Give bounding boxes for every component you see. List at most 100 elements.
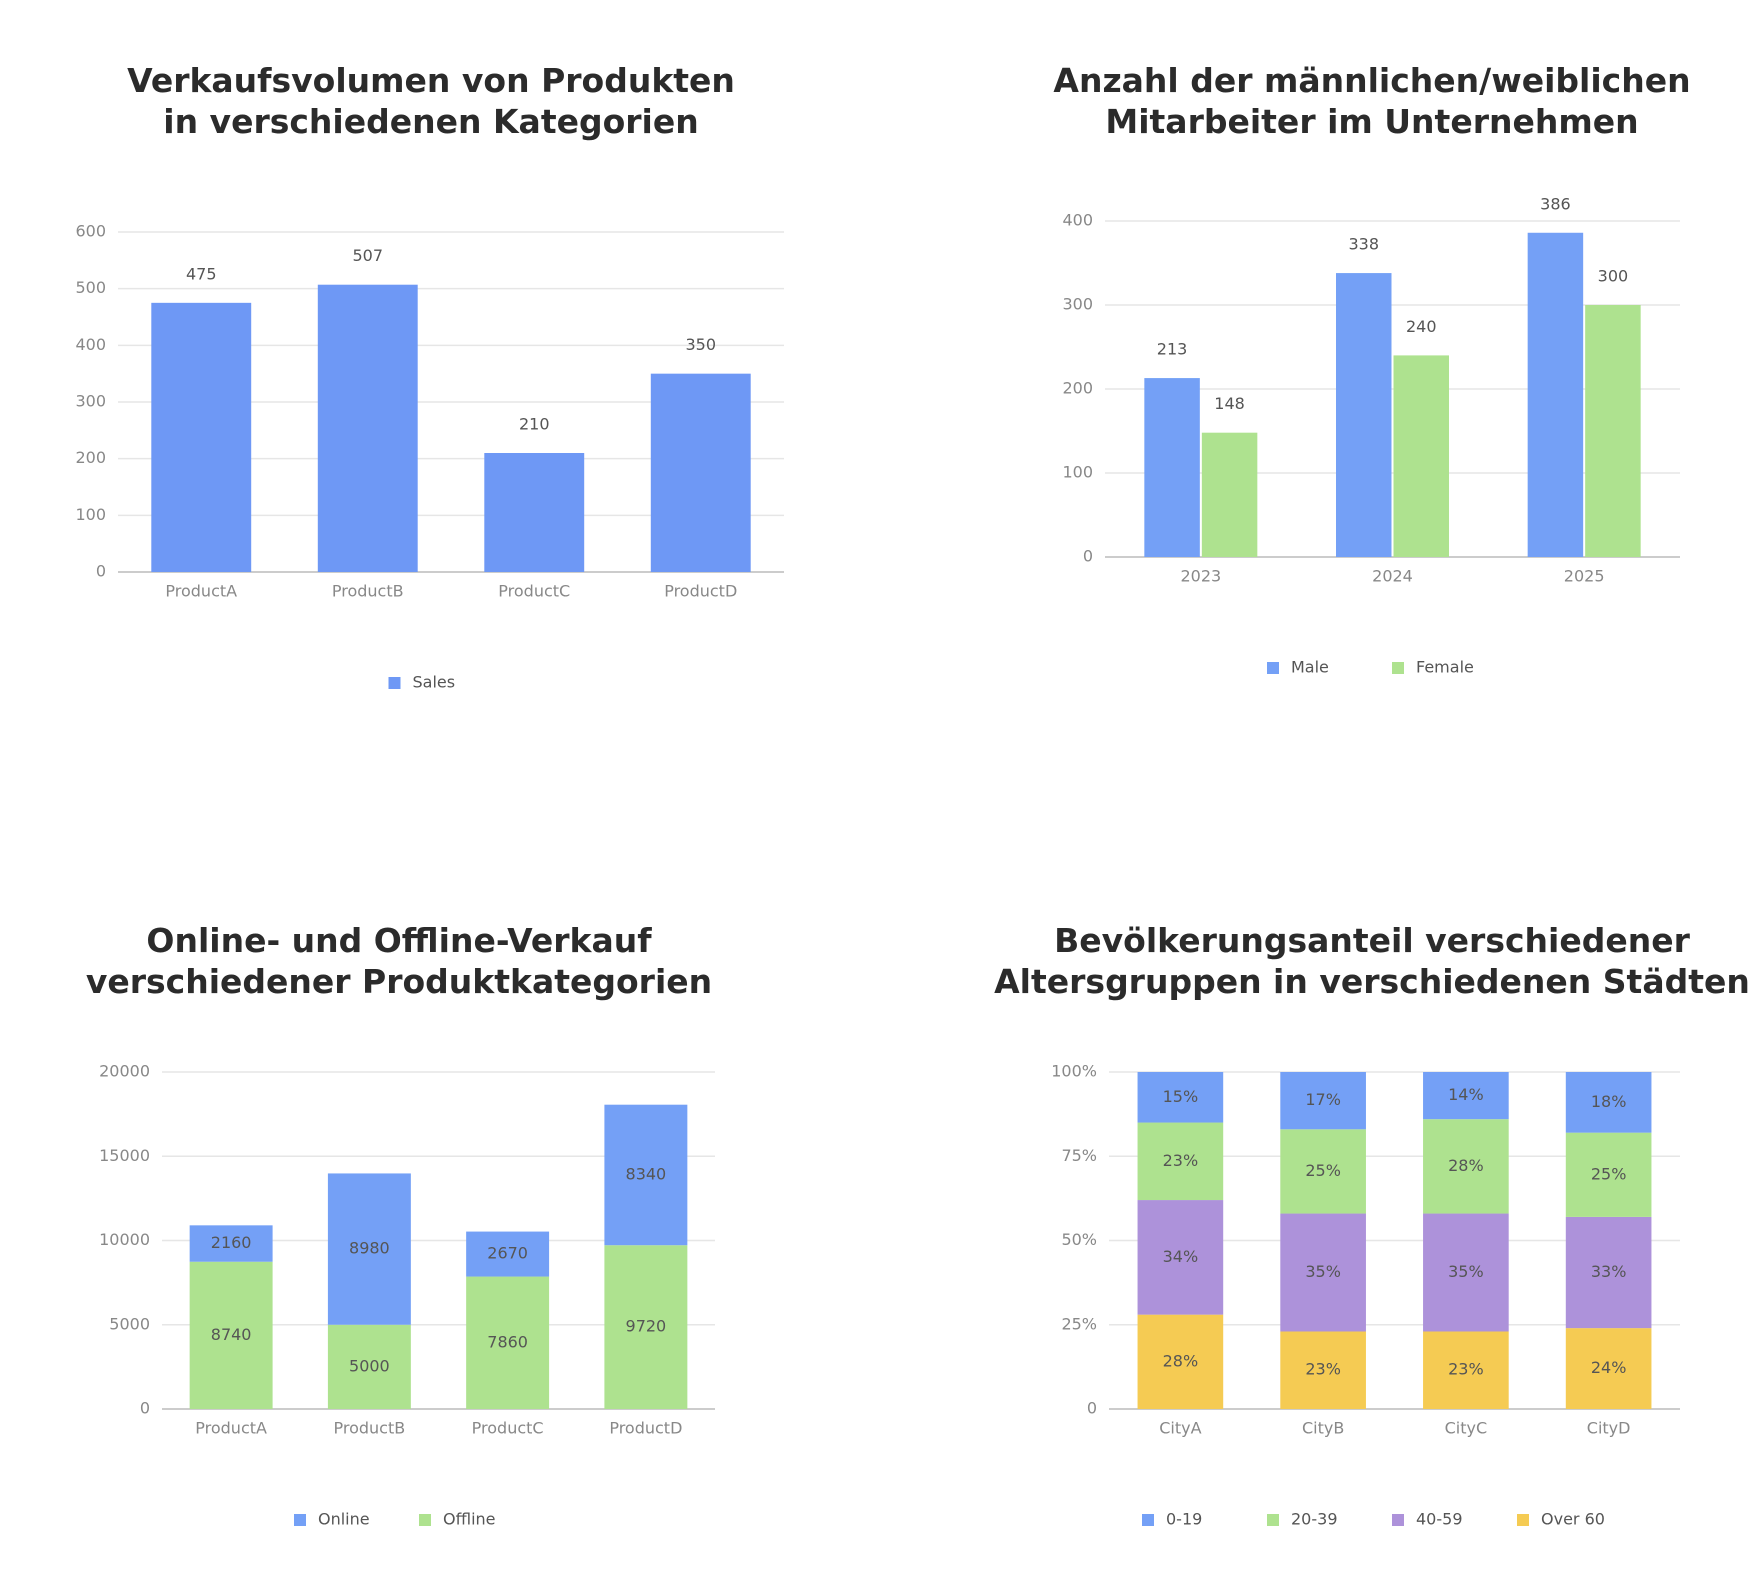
bar-segment (1137, 1200, 1224, 1315)
legend-label: Sales (413, 673, 456, 692)
bar (484, 453, 585, 572)
data-label: 14% (1448, 1085, 1484, 1104)
chart-title: Bevölkerungsanteil verschiedener Altersg… (994, 921, 1750, 1001)
data-label: 338 (1348, 235, 1379, 254)
chart-title: Online- und Offline-Verkauf verschiedene… (85, 921, 713, 1001)
bar (1527, 232, 1584, 557)
x-tick-label: 2024 (1372, 567, 1413, 586)
y-tick-label: 400 (75, 335, 106, 354)
y-tick-label: 500 (75, 278, 106, 297)
bar (1393, 355, 1449, 557)
bar-segment (327, 1173, 411, 1325)
y-tick-label: 200 (75, 448, 106, 467)
legend-label: 20-39 (1291, 1510, 1338, 1529)
y-tick-label: 100 (1062, 463, 1093, 482)
legend-swatch (1517, 1514, 1529, 1526)
y-tick-label: 5000 (109, 1314, 150, 1333)
legend-label: Online (318, 1510, 370, 1529)
data-label: 33% (1591, 1262, 1627, 1281)
x-tick-label: ProductB (332, 582, 404, 601)
y-tick-label: 0 (96, 562, 106, 581)
data-label: 240 (1406, 317, 1437, 336)
x-tick-label: CityD (1587, 1419, 1631, 1438)
y-tick-label: 100% (1051, 1062, 1097, 1081)
bar-segment (466, 1231, 550, 1277)
y-tick-label: 0 (1087, 1399, 1097, 1418)
x-tick-label: ProductB (334, 1419, 406, 1438)
data-label: 25% (1591, 1164, 1627, 1183)
bar (317, 284, 418, 572)
y-tick-label: 25% (1061, 1314, 1097, 1333)
data-label: 8980 (349, 1239, 390, 1258)
bar-segment (189, 1261, 273, 1409)
bar (1336, 273, 1392, 557)
y-tick-label: 0 (140, 1399, 150, 1418)
x-tick-label: ProductD (609, 1419, 682, 1438)
y-tick-label: 300 (75, 392, 106, 411)
legend-swatch (1392, 1514, 1404, 1526)
bar (1144, 378, 1200, 557)
y-tick-label: 200 (1062, 379, 1093, 398)
x-tick-label: ProductD (664, 582, 737, 601)
data-label: 28% (1163, 1351, 1199, 1370)
data-label: 300 (1598, 267, 1629, 286)
data-label: 5000 (349, 1356, 390, 1375)
data-label: 17% (1305, 1090, 1341, 1109)
x-tick-label: CityC (1445, 1419, 1488, 1438)
y-tick-label: 300 (1062, 295, 1093, 314)
bar-segment (1280, 1331, 1366, 1409)
data-label: 2160 (211, 1233, 252, 1252)
data-label: 386 (1540, 194, 1571, 213)
bar-segment (327, 1324, 411, 1409)
legend-label: Offline (443, 1510, 496, 1529)
chart-title: Anzahl der männlichen/weiblichen Mitarbe… (1053, 61, 1691, 141)
data-label: 35% (1305, 1262, 1341, 1281)
x-tick-label: CityA (1159, 1419, 1201, 1438)
data-label: 18% (1591, 1092, 1627, 1111)
bar-segment (1423, 1072, 1509, 1120)
data-label: 23% (1448, 1360, 1484, 1379)
y-tick-label: 600 (75, 222, 106, 241)
y-tick-label: 50% (1061, 1230, 1097, 1249)
bar-segment (1565, 1328, 1652, 1409)
bar-segment (1137, 1122, 1224, 1201)
data-label: 475 (186, 264, 217, 283)
legend-label: Over 60 (1541, 1510, 1605, 1529)
data-label: 8740 (211, 1325, 252, 1344)
data-label: 34% (1163, 1247, 1199, 1266)
data-label: 507 (352, 246, 383, 265)
bar-segment (466, 1276, 550, 1409)
bar-segment (1423, 1119, 1509, 1214)
bar-segment (1137, 1072, 1224, 1123)
x-tick-label: ProductA (195, 1419, 267, 1438)
x-tick-label: 2025 (1564, 567, 1605, 586)
bar (650, 373, 751, 572)
bar-segment (1423, 1213, 1509, 1332)
data-label: 35% (1448, 1262, 1484, 1281)
y-tick-label: 400 (1062, 211, 1093, 230)
legend-swatch (1392, 662, 1404, 674)
x-tick-label: CityB (1302, 1419, 1344, 1438)
bar-segment (1280, 1072, 1366, 1130)
legend-label: 40-59 (1416, 1510, 1463, 1529)
bar-segment (189, 1225, 273, 1262)
bar-segment (1423, 1331, 1509, 1409)
y-tick-label: 100 (75, 505, 106, 524)
data-label: 23% (1163, 1151, 1199, 1170)
legend-label: Female (1416, 658, 1474, 677)
y-tick-label: 20000 (99, 1062, 150, 1081)
data-label: 8340 (626, 1164, 667, 1183)
y-tick-label: 15000 (99, 1146, 150, 1165)
bar (151, 302, 252, 572)
bar-segment (604, 1245, 688, 1409)
x-tick-label: ProductA (165, 582, 237, 601)
data-label: 350 (685, 335, 716, 354)
data-label: 24% (1591, 1358, 1627, 1377)
data-label: 15% (1163, 1087, 1199, 1106)
bar (1201, 432, 1258, 557)
legend-swatch (419, 1514, 431, 1526)
legend-swatch (1267, 1514, 1279, 1526)
bar-segment (1280, 1129, 1366, 1214)
data-label: 23% (1305, 1360, 1341, 1379)
